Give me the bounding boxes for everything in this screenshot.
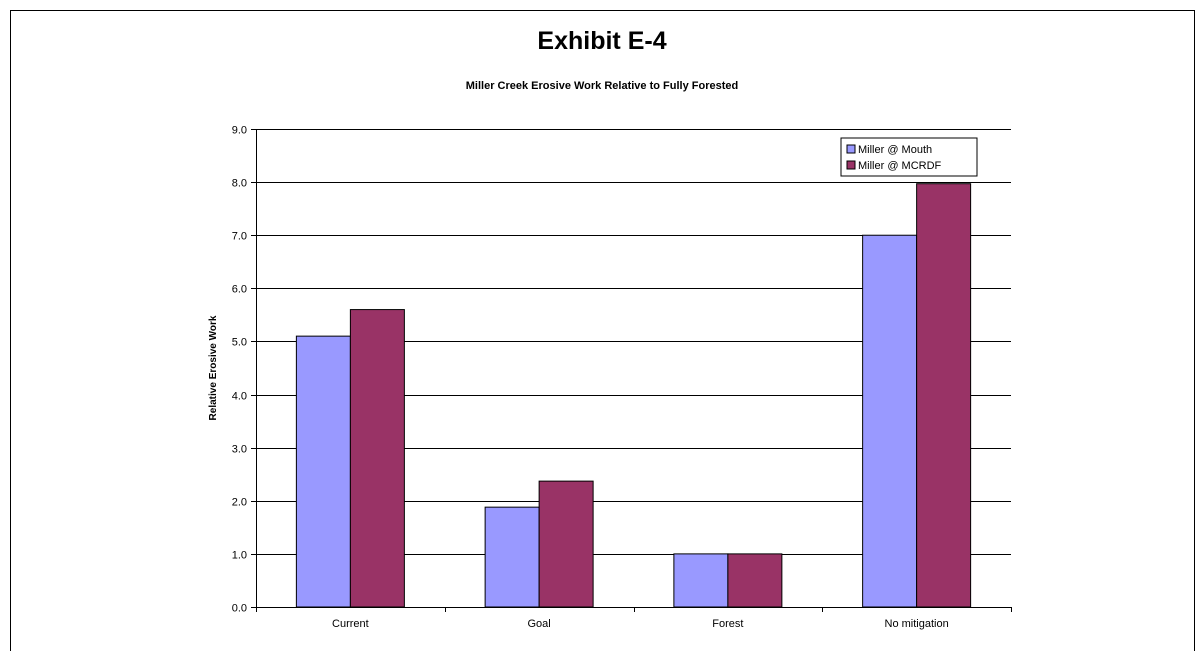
y-tick-label: 9.0 [232, 125, 247, 137]
y-tick-label: 5.0 [232, 337, 247, 349]
chart-frame [10, 10, 1195, 651]
bar-mcrdf-forest [727, 553, 783, 608]
y-axis-label: Relative Erosive Work [208, 315, 219, 420]
x-tick-label: Goal [528, 618, 551, 630]
y-tick-label: 7.0 [232, 231, 247, 243]
legend: Miller @ Mouth Miller @ MCRDF [840, 137, 978, 177]
legend-label: Miller @ MCRDF [858, 160, 942, 172]
x-tick-label: Forest [712, 618, 743, 630]
y-tick-label: 6.0 [232, 284, 247, 296]
y-tick-label: 1.0 [232, 550, 247, 562]
y-tick-label: 2.0 [232, 497, 247, 509]
y-tick-label: 8.0 [232, 178, 247, 190]
bar-mcrdf-current [349, 309, 405, 608]
legend-swatch [846, 144, 856, 154]
chart-title: Miller Creek Erosive Work Relative to Fu… [465, 80, 739, 92]
bar-mcrdf-goal [538, 480, 594, 608]
y-tick-label: 3.0 [232, 444, 247, 456]
bar-mouth-goal [484, 506, 540, 608]
legend-swatch [846, 160, 856, 170]
legend-box [840, 137, 978, 177]
y-tick-label: 0.0 [232, 603, 247, 615]
exhibit-title: Exhibit E-4 [537, 27, 667, 55]
y-tick-label: 4.0 [232, 391, 247, 403]
bar-mouth-forest [673, 553, 729, 608]
bar-mouth-no-mitigation [862, 234, 918, 608]
legend-label: Miller @ Mouth [858, 144, 932, 156]
bar-mcrdf-no-mitigation [916, 183, 972, 608]
bar-mouth-current [295, 335, 351, 608]
x-tick-label: Current [332, 618, 369, 630]
x-tick-label: No mitigation [885, 618, 949, 630]
axes: 0.0 1.0 2.0 3.0 4.0 5.0 6.0 7.0 8.0 9.0 Current Goa… [232, 125, 1012, 630]
bars [295, 183, 972, 608]
